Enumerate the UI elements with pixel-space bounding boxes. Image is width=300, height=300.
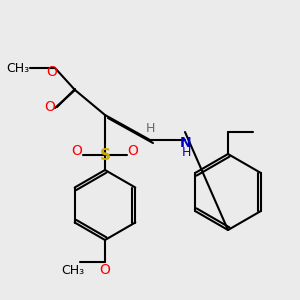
Text: O: O: [100, 263, 110, 277]
Text: CH₃: CH₃: [61, 263, 85, 277]
Text: H: H: [181, 146, 191, 158]
Text: O: O: [46, 65, 57, 79]
Text: O: O: [128, 144, 138, 158]
Text: CH₃: CH₃: [6, 61, 30, 74]
Text: O: O: [72, 144, 83, 158]
Text: S: S: [100, 148, 110, 163]
Text: O: O: [45, 100, 56, 114]
Text: H: H: [145, 122, 155, 134]
Text: N: N: [180, 136, 192, 150]
